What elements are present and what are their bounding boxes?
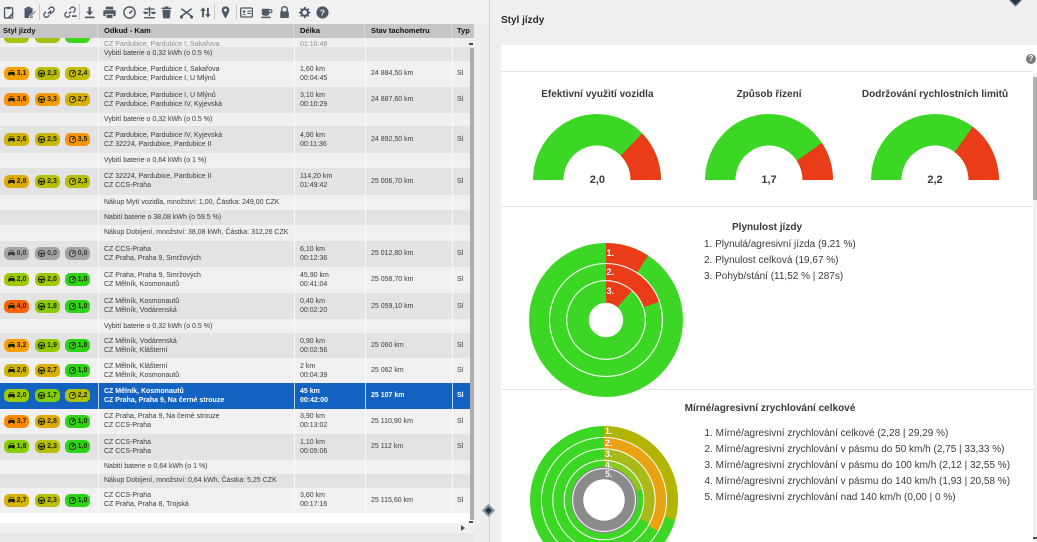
svg-text:?: ? [320,7,325,17]
